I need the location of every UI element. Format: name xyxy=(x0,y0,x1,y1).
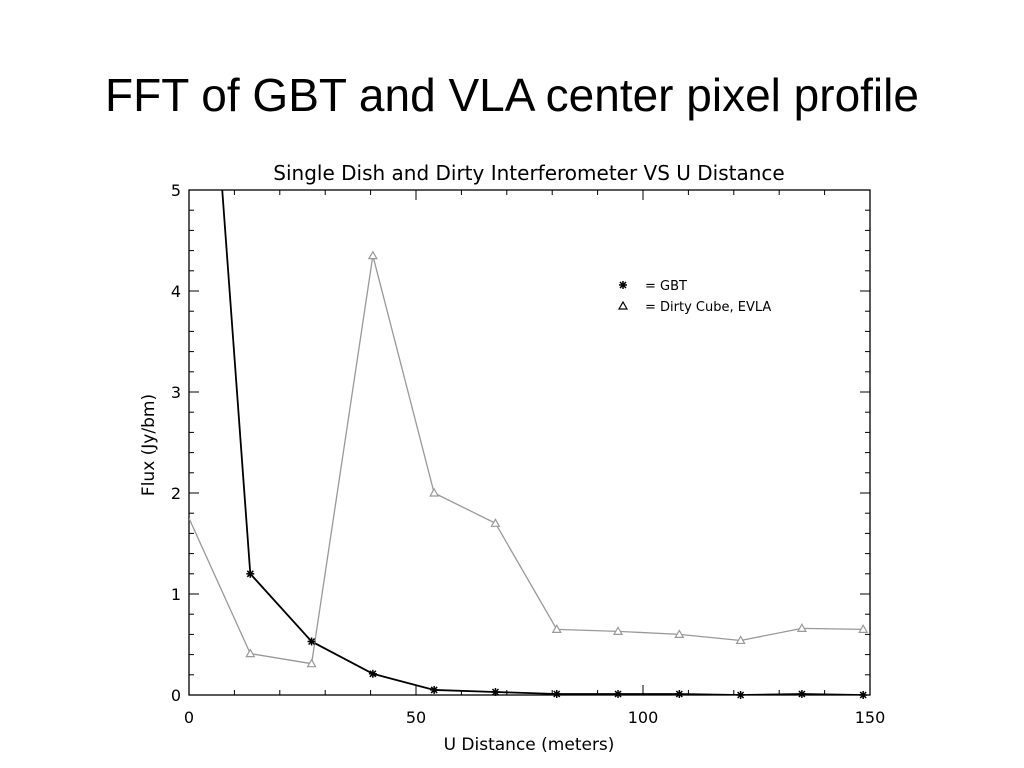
series-line-gbt xyxy=(221,190,864,695)
x-tick-label: 0 xyxy=(184,708,194,727)
gbt-point xyxy=(675,689,684,698)
y-tick-label: 0 xyxy=(171,686,181,705)
evla-point xyxy=(245,648,256,658)
gbt-point xyxy=(614,689,623,698)
gbt-point xyxy=(307,637,316,646)
gbt-point xyxy=(430,685,439,694)
evla-point xyxy=(551,624,562,633)
x-axis-label: U Distance (meters) xyxy=(444,735,615,755)
gbt-point xyxy=(859,691,868,699)
legend-marker-evla xyxy=(617,300,629,310)
marker-layer xyxy=(245,250,869,699)
legend-label-gbt: = GBT xyxy=(645,279,687,294)
tick-labels: 0 50 100 150 0 1 2 3 4 5 xyxy=(171,181,885,727)
plot-frame xyxy=(188,189,871,696)
evla-point xyxy=(367,250,378,260)
gbt-point xyxy=(552,689,561,698)
evla-point xyxy=(858,624,869,633)
x-tick-label: 50 xyxy=(406,708,426,727)
y-axis-label: Flux (Jy/bm) xyxy=(139,394,159,496)
gbt-point-stroke xyxy=(491,688,499,696)
evla-point xyxy=(306,658,317,668)
gbt-point-stroke xyxy=(859,691,867,699)
gbt-point-stroke xyxy=(614,690,622,698)
series-line-evla xyxy=(189,255,864,665)
legend-label-evla: = Dirty Cube, EVLA xyxy=(645,300,771,315)
gbt-point xyxy=(797,689,806,698)
y-tick-label: 4 xyxy=(171,282,181,301)
gbt-point xyxy=(736,691,745,699)
legend-marker-gbt xyxy=(619,281,627,289)
slide-title: FFT of GBT and VLA center pixel profile xyxy=(105,69,919,121)
gbt-point xyxy=(246,569,255,578)
evla-point xyxy=(674,629,685,639)
gbt-point-stroke xyxy=(737,691,745,699)
chart-title: Single Dish and Dirty Interferometer VS … xyxy=(273,161,784,185)
y-tick-label: 5 xyxy=(171,181,181,200)
y-tick-label: 1 xyxy=(171,585,181,604)
evla-point xyxy=(490,518,501,527)
legend: = GBT = Dirty Cube, EVLA xyxy=(617,279,771,315)
y-tick-label: 3 xyxy=(171,383,181,402)
gbt-point-stroke xyxy=(369,670,377,678)
gbt-point-stroke xyxy=(798,690,806,698)
x-tick-label: 100 xyxy=(628,708,659,727)
evla-point xyxy=(612,626,624,635)
gbt-point xyxy=(491,687,500,696)
evla-point xyxy=(429,487,440,497)
evla-point xyxy=(796,623,807,632)
gbt-point-stroke xyxy=(246,570,254,578)
x-tick-label: 150 xyxy=(855,708,886,727)
gbt-point-stroke xyxy=(553,690,561,698)
plot-border xyxy=(188,189,871,696)
gbt-point-stroke xyxy=(675,690,683,698)
series-layer xyxy=(189,190,864,695)
evla-point xyxy=(735,635,746,645)
gbt-point-stroke xyxy=(308,637,316,646)
gbt-point xyxy=(368,669,377,678)
y-tick-label: 2 xyxy=(171,484,181,503)
gbt-point-stroke xyxy=(430,686,438,694)
